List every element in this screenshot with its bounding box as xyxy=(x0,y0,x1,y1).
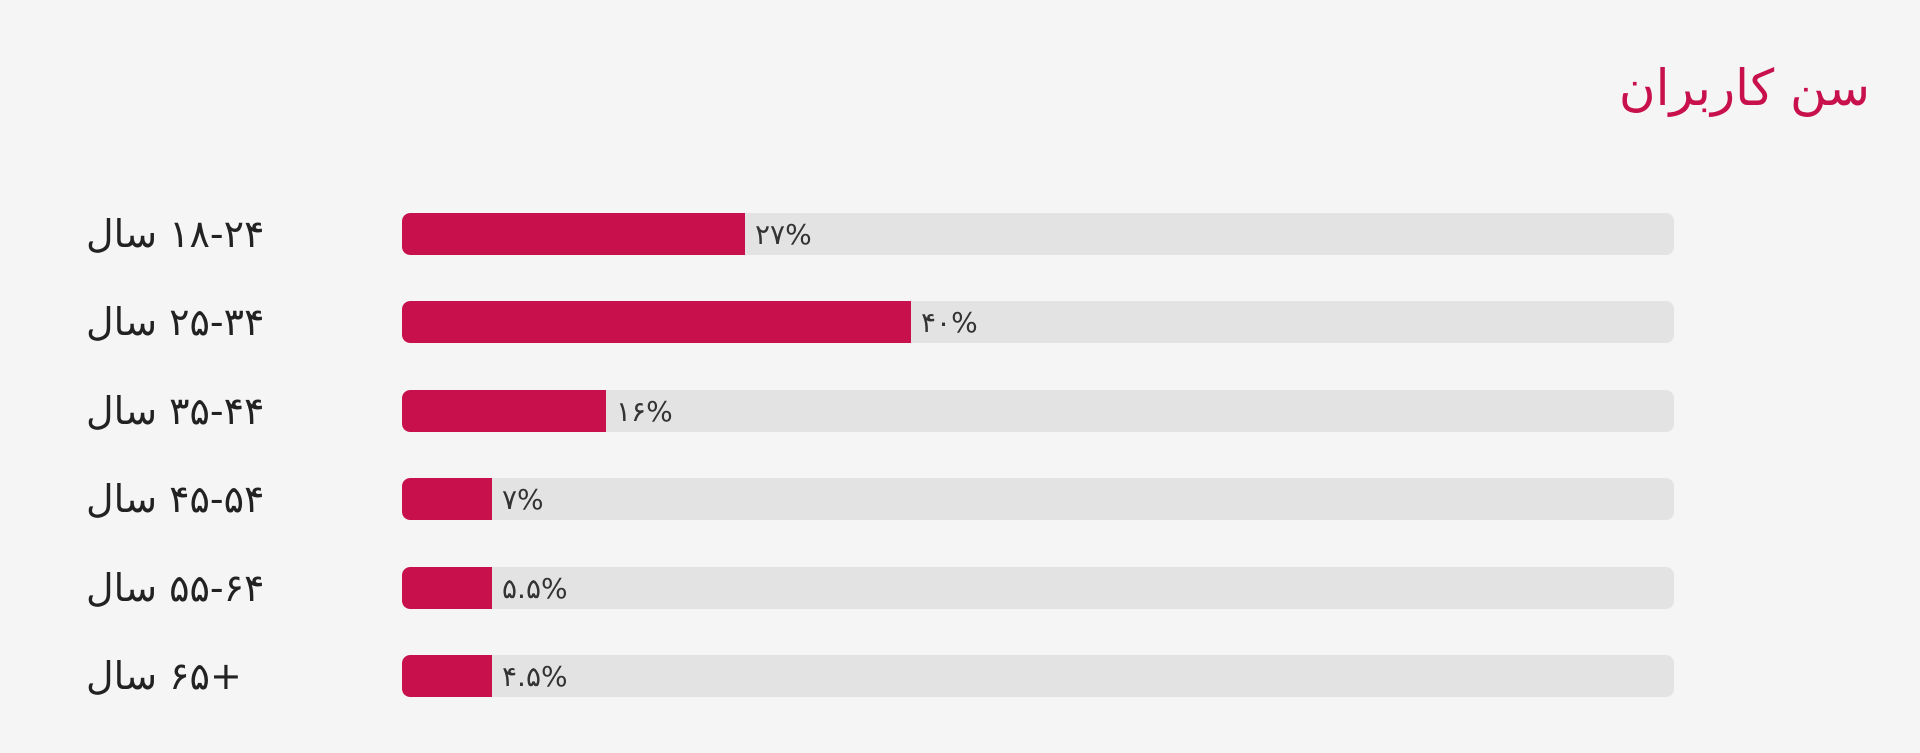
category-label: ۴۵-۵۴ سال xyxy=(86,477,265,521)
value-label: ۵.۵% xyxy=(502,572,568,605)
bar xyxy=(402,478,492,520)
category-label: +۶۵ سال xyxy=(86,654,242,698)
value-label: ۴۰% xyxy=(921,306,978,339)
bar xyxy=(402,390,606,432)
chart-title: سن کاربران xyxy=(1618,59,1870,117)
value-label: ۴.۵% xyxy=(502,660,568,693)
value-label: ۷% xyxy=(502,483,544,516)
category-label: ۵۵-۶۴ سال xyxy=(86,566,265,610)
bar xyxy=(402,301,911,343)
category-label: ۲۵-۳۴ سال xyxy=(86,300,265,344)
bar xyxy=(402,655,492,697)
category-label: ۳۵-۴۴ سال xyxy=(86,389,265,433)
category-label: ۱۸-۲۴ سال xyxy=(86,212,265,256)
value-label: ۲۷% xyxy=(755,218,812,251)
bar-track: ۱۶% xyxy=(402,390,1674,432)
bar-track: ۴۰% xyxy=(402,301,1674,343)
bar-track: ۵.۵% xyxy=(402,567,1674,609)
value-label: ۱۶% xyxy=(616,395,673,428)
bar-track: ۲۷% xyxy=(402,213,1674,255)
bar xyxy=(402,567,492,609)
bar-track: ۴.۵% xyxy=(402,655,1674,697)
bar xyxy=(402,213,745,255)
bar-track: ۷% xyxy=(402,478,1674,520)
